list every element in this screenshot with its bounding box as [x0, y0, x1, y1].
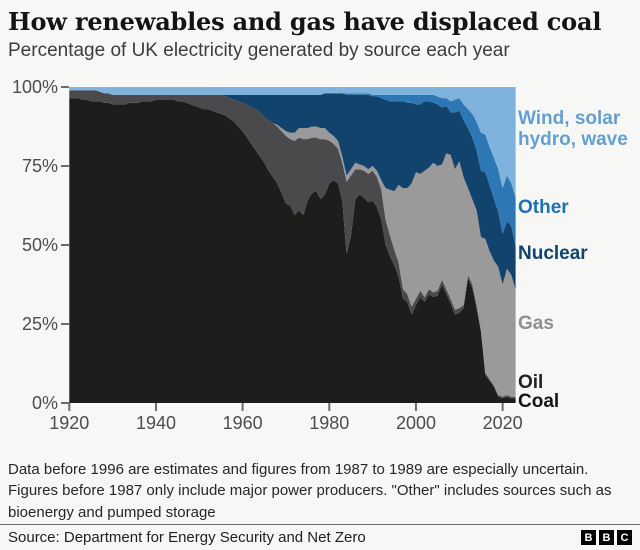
x-tick-label: 1980: [309, 413, 349, 433]
area-oil: [69, 90, 516, 399]
legend-label-nuclear: Nuclear: [518, 243, 588, 264]
chart-subtitle: Percentage of UK electricity generated b…: [8, 40, 510, 61]
footnote: Data before 1996 are estimates and figur…: [8, 461, 612, 521]
legend-label-renewables: Wind, solar hydro, wave: [518, 108, 628, 150]
bbc-logo: B B C: [581, 530, 632, 545]
y-tick-label: 50%: [22, 235, 58, 255]
y-tick-label: 100%: [12, 77, 58, 97]
area-coal: [69, 98, 516, 403]
legend-label-coal: Coal: [518, 391, 560, 412]
area-gas: [69, 90, 516, 397]
x-tick-label: 1920: [49, 413, 89, 433]
bbc-logo-letter: C: [617, 530, 632, 545]
legend-label-oil: Oil: [518, 372, 544, 393]
page-title: How renewables and gas have displaced co…: [8, 7, 602, 36]
area-nuclear: [69, 90, 516, 290]
x-tick-label: 1940: [136, 413, 176, 433]
bbc-logo-letter: B: [599, 530, 614, 545]
x-tick-label: 1960: [223, 413, 263, 433]
y-tick-label: 75%: [22, 156, 58, 176]
source-bar: Source: Department for Energy Security a…: [0, 524, 640, 550]
y-tick-label: 25%: [22, 314, 58, 334]
source-text: Source: Department for Energy Security a…: [8, 529, 366, 546]
x-tick-label: 2000: [396, 413, 436, 433]
area-renewables: [69, 87, 516, 198]
y-tick-label: 0%: [32, 393, 58, 413]
x-tick-label: 2020: [483, 413, 523, 433]
bbc-logo-letter: B: [581, 530, 596, 545]
legend-label-other: Other: [518, 197, 569, 218]
legend-label-gas: Gas: [518, 313, 554, 334]
